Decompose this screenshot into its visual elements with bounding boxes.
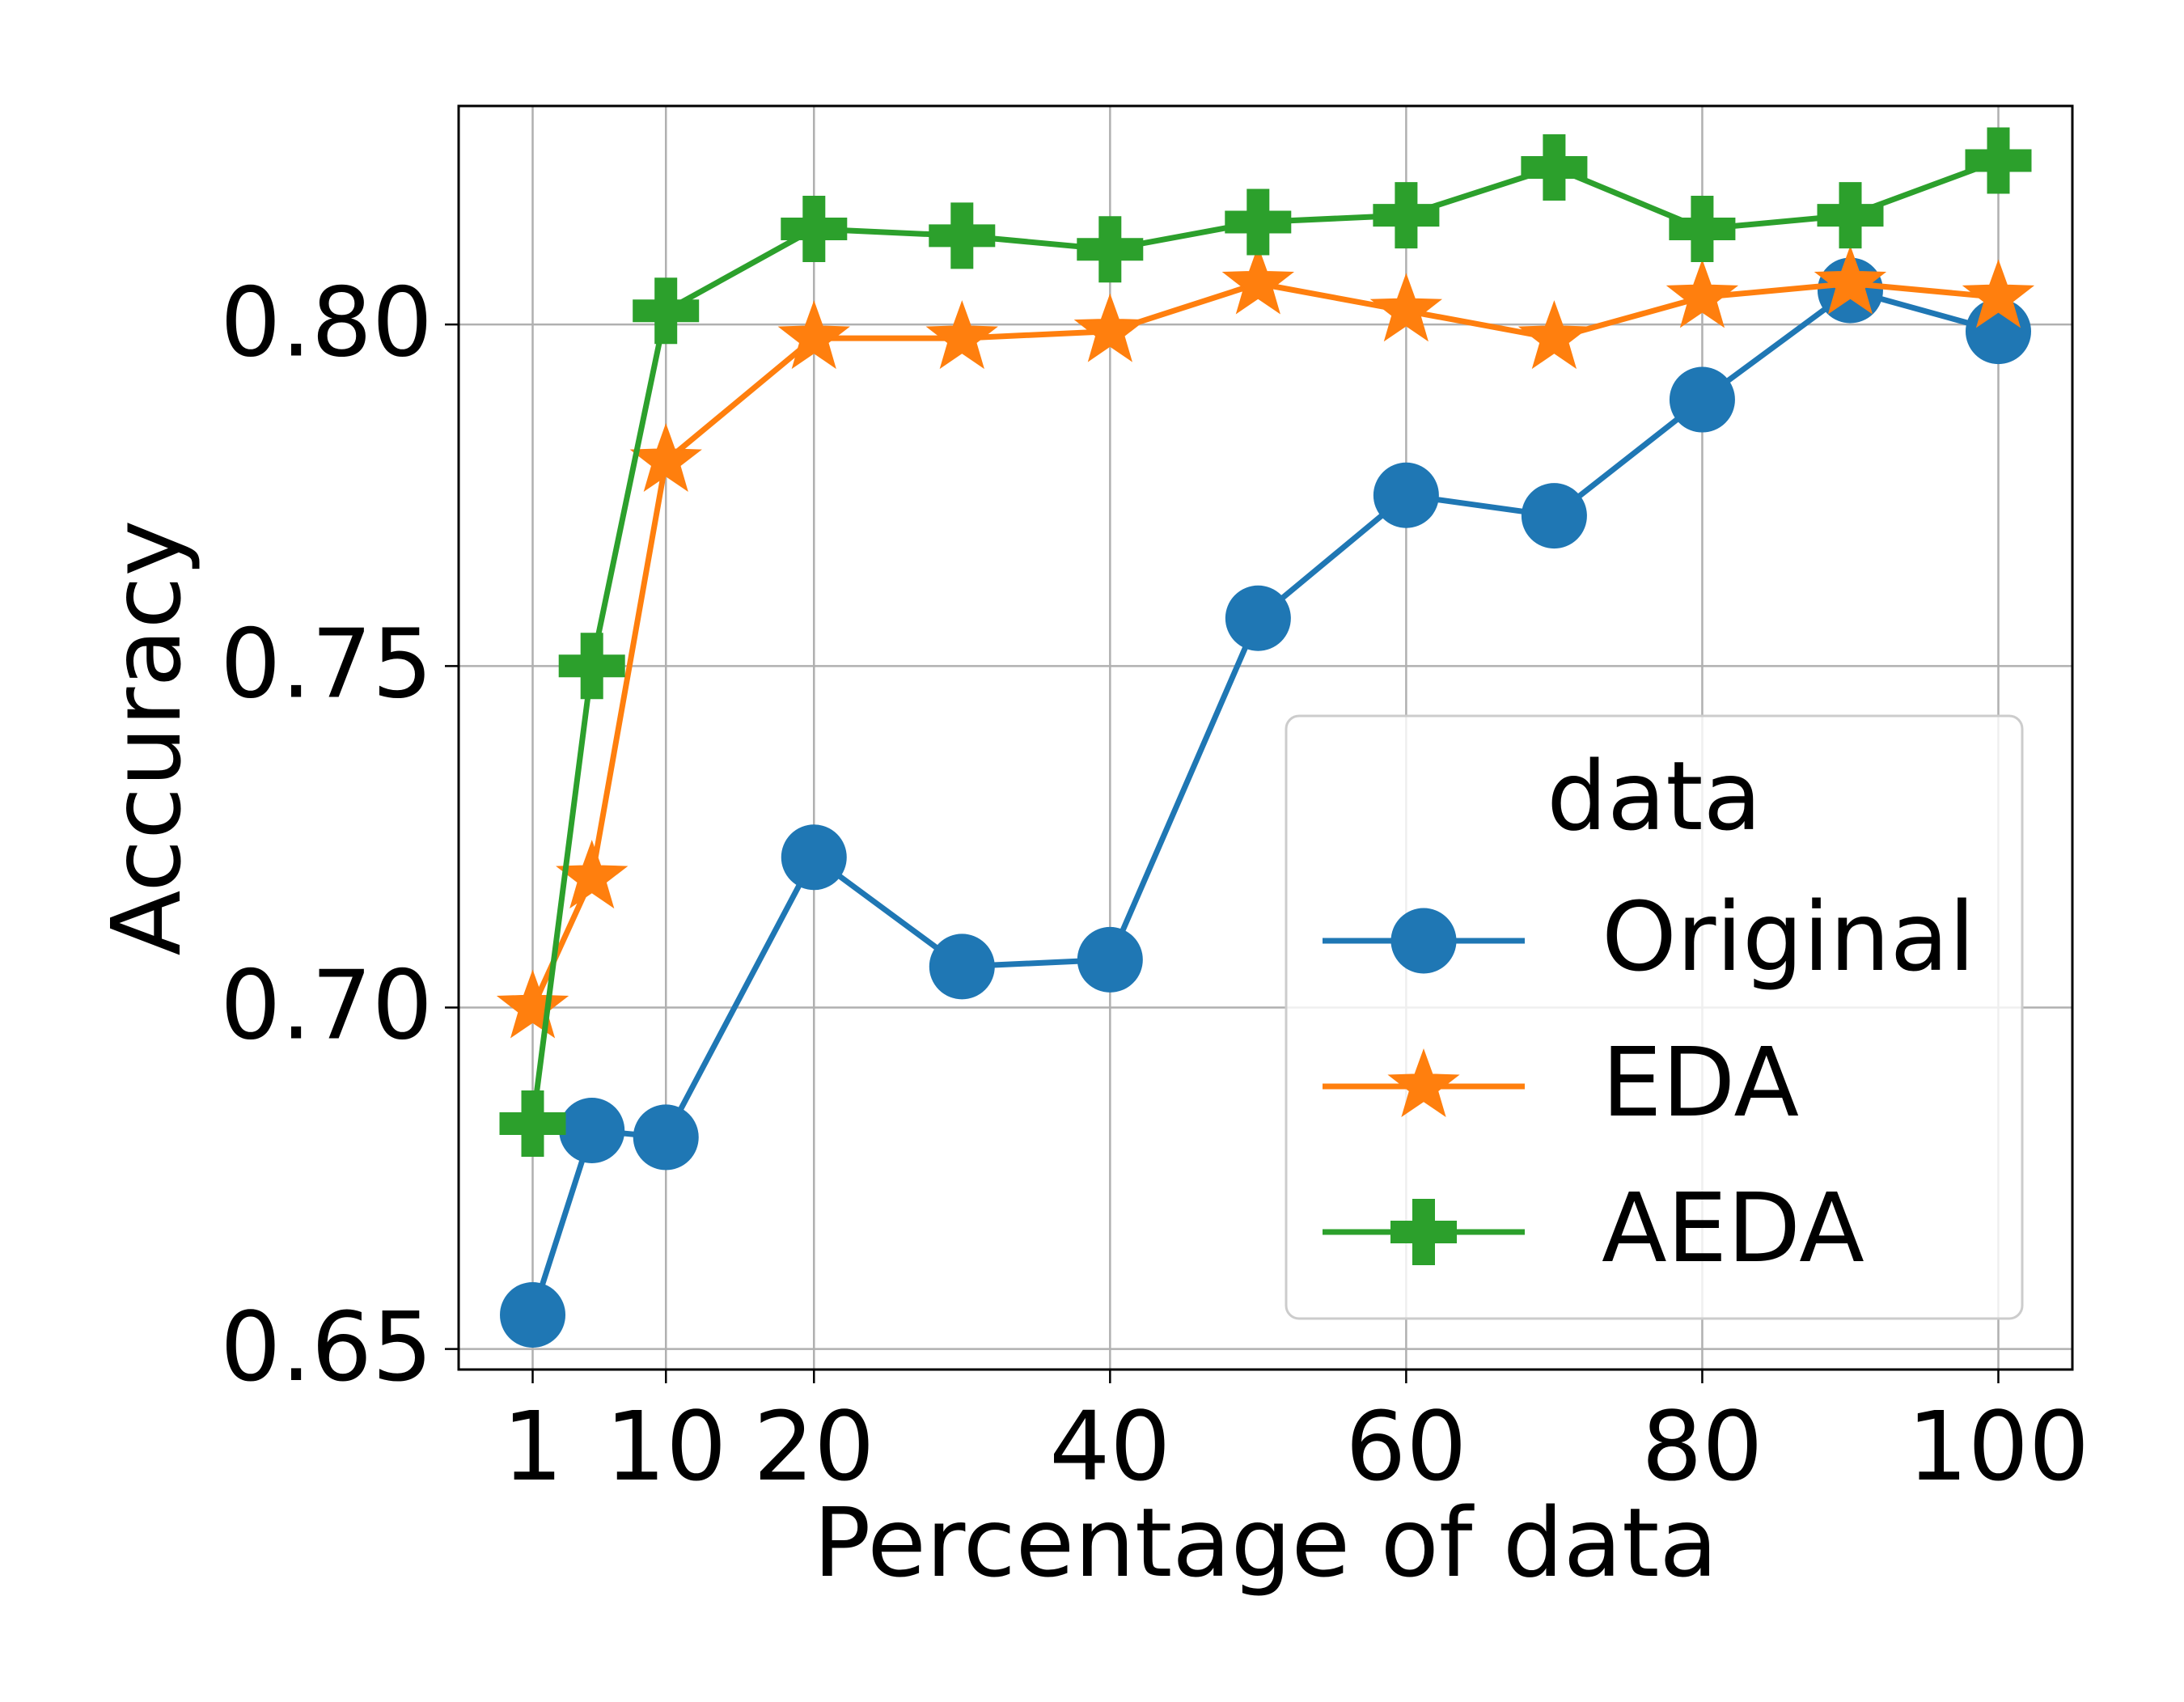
data-point-aeda xyxy=(781,196,848,262)
data-point-original xyxy=(1521,483,1587,549)
data-point-eda xyxy=(777,300,850,370)
data-point-eda xyxy=(1666,259,1739,328)
data-point-aeda xyxy=(499,1090,566,1157)
data-point-original xyxy=(781,824,847,891)
y-tick-label: 0.75 xyxy=(220,608,433,720)
data-point-original xyxy=(1077,926,1143,993)
legend-marker-original xyxy=(1390,908,1457,974)
data-point-eda xyxy=(496,969,569,1039)
data-point-eda xyxy=(1073,293,1147,362)
legend-box xyxy=(1285,714,2024,1320)
axis-ticks: 1 10 20 40 60 80 100 0.65 0.70 0.75 0.80 xyxy=(220,266,2089,1502)
y-axis-label: Accuracy xyxy=(91,520,202,956)
legend-marker-aeda xyxy=(1390,1199,1457,1265)
data-point-aeda xyxy=(1817,182,1884,249)
data-point-aeda xyxy=(929,202,996,269)
data-point-aeda xyxy=(1077,216,1144,283)
data-point-original xyxy=(929,934,995,1000)
series-aeda xyxy=(499,127,2032,1157)
series-line-eda xyxy=(530,281,1999,1009)
series-original xyxy=(500,257,2031,1348)
legend-title: data xyxy=(1547,740,1762,852)
data-point-aeda xyxy=(1373,182,1440,249)
data-point-eda xyxy=(1369,273,1443,342)
legend-entry-aeda: AEDA xyxy=(1323,1172,1864,1284)
x-tick-label: 10 xyxy=(605,1391,726,1502)
x-tick-label: 1 xyxy=(502,1391,563,1502)
data-point-eda xyxy=(629,423,702,492)
data-point-aeda xyxy=(1225,188,1292,256)
data-point-aeda xyxy=(1521,134,1588,201)
plot-frame xyxy=(457,104,2074,1371)
data-point-original xyxy=(1373,462,1439,528)
data-point-aeda xyxy=(633,277,700,345)
series-eda xyxy=(496,245,2035,1039)
data-point-aeda xyxy=(1669,196,1736,262)
x-tick-label: 40 xyxy=(1049,1391,1170,1502)
legend-label-aeda: AEDA xyxy=(1602,1172,1864,1284)
data-point-original xyxy=(633,1104,699,1171)
data-point-eda xyxy=(1814,245,1887,315)
legend: data Original EDA AEDA xyxy=(1285,714,2024,1320)
data-point-eda xyxy=(1221,245,1295,315)
legend-marker-eda xyxy=(1387,1048,1460,1117)
data-point-aeda xyxy=(558,633,625,700)
legend-entry-eda: EDA xyxy=(1323,1027,1799,1138)
y-tick-label: 0.80 xyxy=(220,266,433,378)
x-tick-label: 100 xyxy=(1907,1391,2089,1502)
data-point-original xyxy=(1669,366,1735,433)
legend-label-eda: EDA xyxy=(1602,1027,1799,1138)
data-point-eda xyxy=(1517,300,1591,370)
data-point-original xyxy=(559,1097,625,1163)
x-tick-label: 60 xyxy=(1345,1391,1467,1502)
x-axis-label: Percentage of data xyxy=(813,1487,1717,1598)
data-point-original xyxy=(500,1281,566,1348)
x-tick-label: 20 xyxy=(753,1391,874,1502)
y-tick-label: 0.65 xyxy=(220,1291,433,1403)
data-point-eda xyxy=(1962,259,2035,328)
data-point-original xyxy=(1225,585,1291,651)
data-point-aeda xyxy=(1965,127,2032,194)
legend-entry-original: Original xyxy=(1323,881,1975,993)
series-group xyxy=(496,127,2035,1348)
legend-entries: Original EDA AEDA xyxy=(1323,881,1975,1284)
data-point-eda xyxy=(925,300,998,370)
x-tick-label: 80 xyxy=(1641,1391,1763,1502)
y-tick-label: 0.70 xyxy=(220,950,433,1061)
legend-label-original: Original xyxy=(1602,881,1975,993)
